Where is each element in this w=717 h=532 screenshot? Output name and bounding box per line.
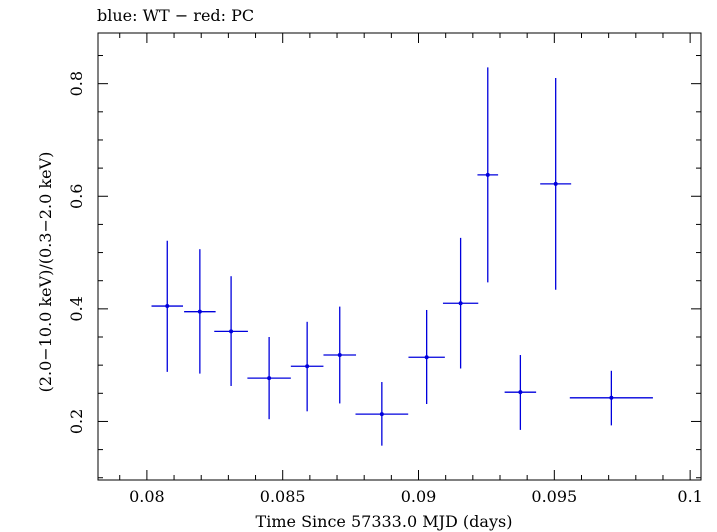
point-marker <box>197 309 202 314</box>
data-point <box>504 355 537 430</box>
data-point <box>323 306 357 404</box>
point-marker <box>267 376 272 381</box>
point-marker <box>485 172 490 177</box>
y-tick-labels: 0.2 0.4 0.6 0.8 <box>67 71 86 434</box>
point-marker <box>305 364 310 369</box>
x-tick-label: 0.095 <box>531 487 577 506</box>
y-tick-label: 0.2 <box>67 409 86 434</box>
data-point <box>569 370 653 426</box>
data-point <box>290 321 324 412</box>
point-marker <box>165 304 170 309</box>
y-tick-label: 0.8 <box>67 71 86 96</box>
y-tick-label: 0.6 <box>67 184 86 209</box>
x-tick-label: 0.08 <box>129 487 165 506</box>
data-point <box>408 309 445 404</box>
x-tick-labels: 0.08 0.085 0.09 0.095 0.1 <box>129 487 703 506</box>
point-marker <box>337 353 342 358</box>
data-points <box>151 67 653 446</box>
axis-ticks <box>98 33 701 480</box>
chart-title: blue: WT − red: PC <box>97 6 254 25</box>
x-tick-label: 0.085 <box>260 487 306 506</box>
data-point <box>477 67 499 283</box>
point-marker <box>518 390 523 395</box>
data-point <box>214 276 248 386</box>
point-marker <box>553 181 558 186</box>
x-tick-label: 0.09 <box>401 487 437 506</box>
point-marker <box>609 395 614 400</box>
point-marker <box>424 355 429 360</box>
data-point <box>442 237 479 369</box>
data-point <box>355 382 409 446</box>
point-marker <box>229 329 234 334</box>
data-point <box>184 249 216 374</box>
data-point <box>540 78 572 290</box>
x-tick-label: 0.1 <box>677 487 702 506</box>
x-axis-label: Time Since 57333.0 MJD (days) <box>256 512 513 531</box>
y-axis-label: (2.0−10.0 keV)/(0.3−2.0 keV) <box>36 152 55 393</box>
point-marker <box>379 412 384 417</box>
plot-frame <box>97 32 702 481</box>
data-point <box>151 240 184 372</box>
y-tick-label: 0.4 <box>67 296 86 321</box>
data-point <box>247 337 291 420</box>
point-marker <box>458 301 463 306</box>
